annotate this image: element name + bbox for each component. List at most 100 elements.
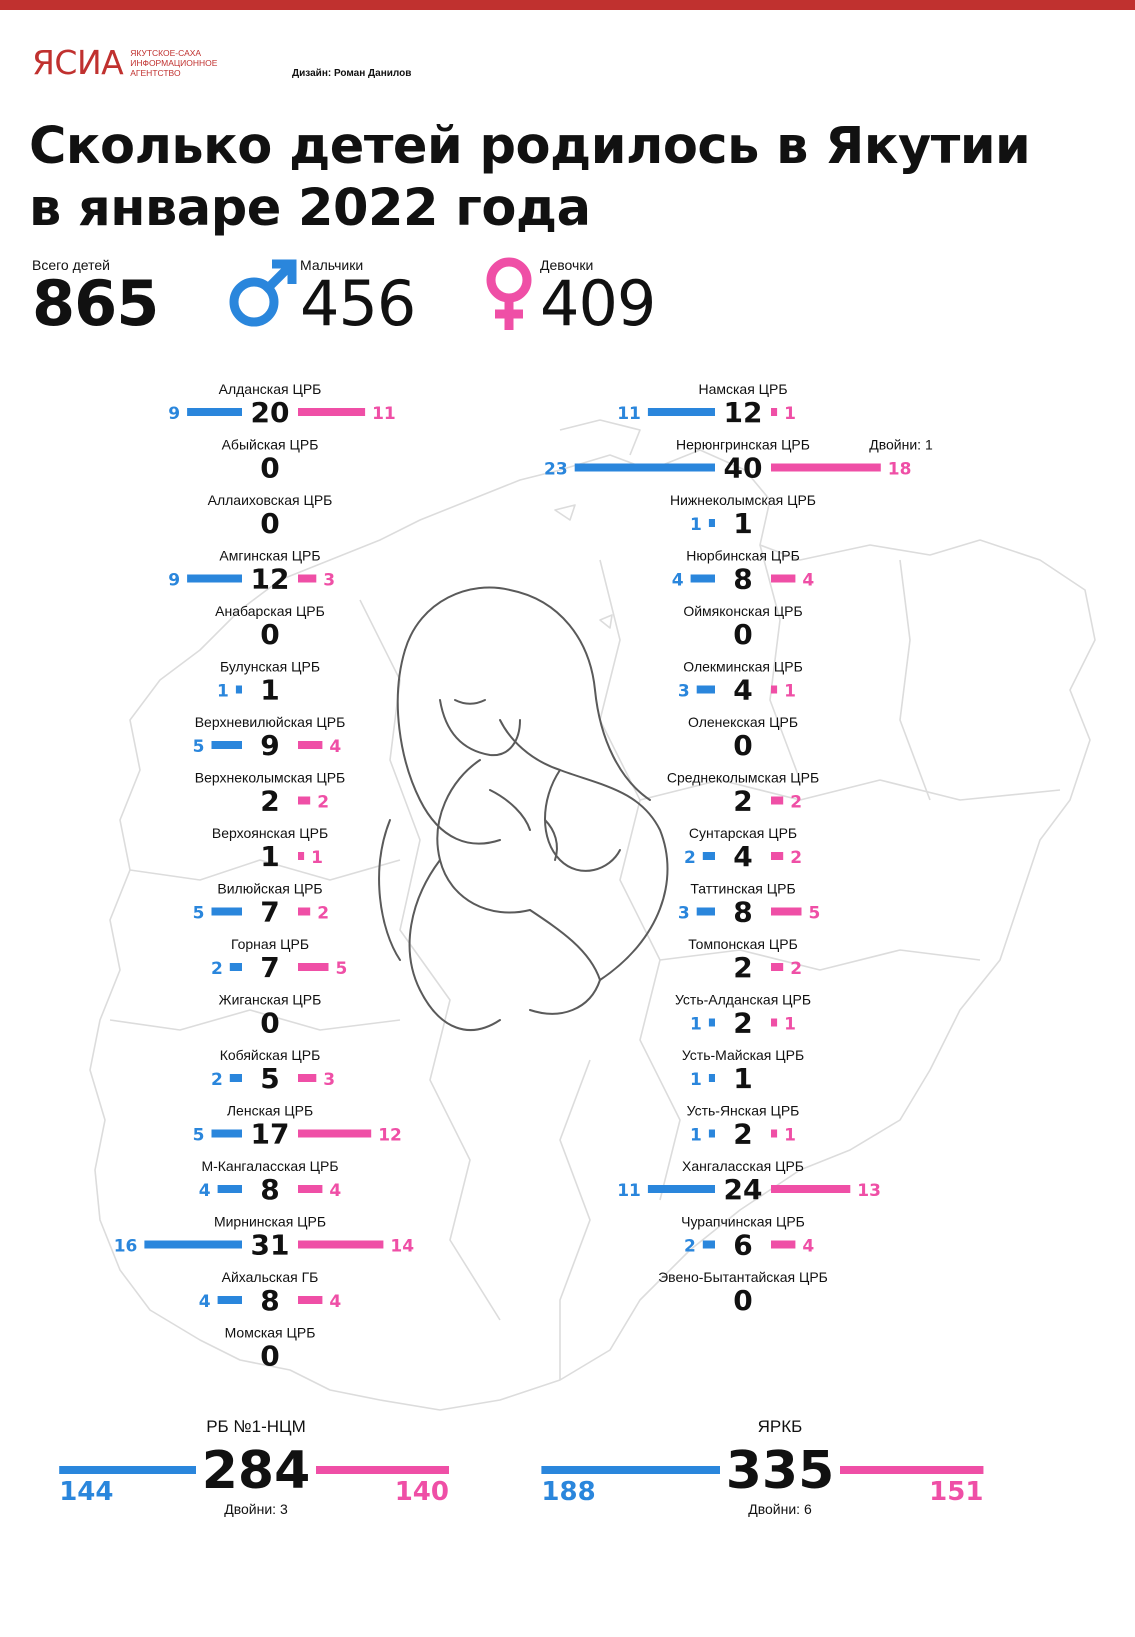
- total-boys-value: 456: [300, 267, 416, 340]
- girls-value-label: 3: [323, 571, 335, 591]
- boys-value-label: 11: [617, 404, 641, 424]
- hospital-name-label: Эвено-Бытантайская ЦРБ: [658, 1269, 828, 1285]
- boys-bar: [696, 907, 715, 916]
- girls-value-label: 2: [790, 848, 802, 868]
- hospital-name-label: Нижнеколымская ЦРБ: [670, 492, 816, 508]
- total-births-label: 7: [260, 896, 279, 929]
- boys-value-label: 1: [690, 1015, 702, 1035]
- boys-bar: [217, 1296, 242, 1304]
- boys-value-label: 188: [541, 1477, 595, 1507]
- hospital-name-label: Сунтарская ЦРБ: [689, 825, 797, 841]
- girls-bar: [298, 408, 366, 416]
- boys-bar: [235, 685, 242, 694]
- male-symbol-icon: [229, 259, 297, 327]
- total-births-label: 8: [260, 1173, 279, 1206]
- total-births-label: 4: [733, 840, 752, 873]
- girls-bar: [771, 574, 796, 583]
- title-line-2: в январе 2022 года: [29, 179, 591, 238]
- hospital-name-label: Оленекская ЦРБ: [688, 714, 798, 730]
- hospital-name-label: Момская ЦРБ: [225, 1325, 316, 1341]
- boys-value-label: 1: [690, 515, 702, 535]
- girls-bar: [771, 463, 881, 472]
- boys-value-label: 11: [617, 1181, 641, 1201]
- twins-note: Двойни: 6: [748, 1501, 812, 1517]
- boys-bar: [647, 408, 715, 416]
- girls-bar: [771, 1018, 778, 1027]
- hospital-name-label: Оймяконская ЦРБ: [683, 603, 802, 619]
- hospital-name-label: Нюрбинская ЦРБ: [686, 548, 800, 564]
- total-births-label: 2: [733, 1007, 752, 1040]
- boys-bar: [708, 1129, 715, 1138]
- girls-value-label: 2: [790, 959, 802, 979]
- girls-value-label: 14: [390, 1237, 414, 1257]
- boys-bar: [144, 1240, 242, 1249]
- hospital-name-label: Чурапчинская ЦРБ: [681, 1214, 805, 1230]
- girls-value-label: 1: [784, 682, 796, 702]
- boys-bar: [211, 741, 242, 749]
- total-births-label: 1: [260, 674, 279, 707]
- hospital-name-label: Усть-Янская ЦРБ: [687, 1103, 800, 1119]
- boys-value-label: 2: [211, 1070, 223, 1090]
- hospital-name-label: Верхнеколымская ЦРБ: [195, 770, 345, 786]
- girls-value-label: 4: [802, 571, 814, 591]
- girls-value-label: 1: [311, 848, 323, 868]
- hospital-name-label: Анабарская ЦРБ: [215, 603, 325, 619]
- title-line-1: Сколько детей родилось в Якутии: [29, 117, 1031, 176]
- girls-value-label: 13: [857, 1181, 881, 1201]
- girls-value-label: 3: [323, 1070, 335, 1090]
- total-births-label: 335: [726, 1441, 835, 1501]
- total-all: Всего детей 865: [32, 257, 159, 340]
- hospital-name-label: Вилюйская ЦРБ: [217, 881, 322, 897]
- boys-bar: [647, 1185, 715, 1193]
- boys-value-label: 144: [59, 1477, 113, 1507]
- girls-value-label: 2: [790, 793, 802, 813]
- boys-bar: [217, 1185, 242, 1193]
- boys-bar: [211, 1129, 242, 1138]
- hospital-name-label: Жиганская ЦРБ: [219, 992, 322, 1008]
- total-births-label: 2: [260, 785, 279, 818]
- boys-bar: [702, 1240, 715, 1249]
- total-births-label: 4: [733, 674, 752, 707]
- boys-bar: [229, 963, 242, 971]
- logo[interactable]: ЯСИА ЯКУТСКОЕ-САХА ИНФОРМАЦИОННОЕ АГЕНТС…: [32, 46, 226, 79]
- hospital-name-label: Алданская ЦРБ: [219, 381, 322, 397]
- total-births-label: 0: [260, 618, 279, 651]
- total-all-label: Всего детей: [32, 257, 110, 273]
- boys-value-label: 5: [193, 737, 205, 757]
- total-births-label: 12: [724, 396, 763, 429]
- boys-value-label: 5: [193, 1126, 205, 1146]
- girls-value-label: 4: [329, 1292, 341, 1312]
- hospital-name-label: РБ №1-НЦМ: [206, 1417, 306, 1436]
- hospital-name-label: Томпонская ЦРБ: [688, 936, 798, 952]
- boys-bar: [690, 574, 715, 583]
- girls-bar: [298, 1240, 384, 1249]
- girls-bar: [771, 907, 802, 916]
- girls-bar: [771, 1185, 851, 1193]
- girls-bar: [771, 963, 784, 971]
- boys-value-label: 2: [684, 1237, 696, 1257]
- total-births-label: 6: [733, 1229, 752, 1262]
- girls-value-label: 4: [329, 1181, 341, 1201]
- girls-bar: [298, 796, 311, 805]
- boys-bar: [187, 574, 242, 583]
- total-births-label: 8: [733, 896, 752, 929]
- girls-bar: [298, 1129, 372, 1138]
- logo-wordmark: ЯСИА: [32, 43, 124, 82]
- girls-bar: [771, 1240, 796, 1249]
- boys-bar: [229, 1074, 242, 1082]
- total-births-label: 1: [733, 1062, 752, 1095]
- hospital-name-label: Усть-Майская ЦРБ: [682, 1047, 804, 1063]
- girls-value-label: 4: [802, 1237, 814, 1257]
- girls-value-label: 1: [784, 1015, 796, 1035]
- hospital-name-label: Амгинская ЦРБ: [219, 548, 320, 564]
- girls-value-label: 140: [395, 1477, 449, 1507]
- total-births-label: 8: [733, 563, 752, 596]
- total-births-label: 8: [260, 1284, 279, 1317]
- total-births-label: 1: [733, 507, 752, 540]
- girls-value-label: 2: [317, 793, 329, 813]
- total-all-value: 865: [32, 267, 159, 340]
- girls-bar: [298, 1296, 323, 1304]
- total-births-label: 0: [260, 1007, 279, 1040]
